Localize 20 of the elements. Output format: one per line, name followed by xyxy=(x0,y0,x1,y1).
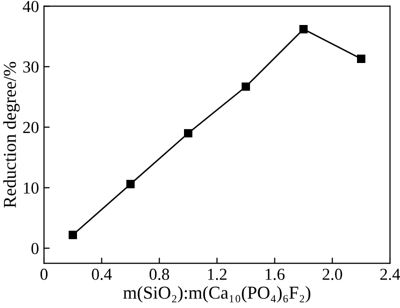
x-tick-label: 0.8 xyxy=(150,268,170,280)
x-tick-label: 1.6 xyxy=(266,268,285,280)
y-tick-label: 10 xyxy=(24,182,39,194)
x-tick-label: 2.4 xyxy=(380,268,400,280)
x-tick-label: 0.4 xyxy=(92,268,112,280)
y-tick-label: 40 xyxy=(22,0,39,12)
point xyxy=(68,230,77,240)
x-tick-label: 0 xyxy=(40,268,48,280)
point xyxy=(126,180,135,188)
point xyxy=(242,82,250,91)
x-tick-label: 1.2 xyxy=(208,268,226,280)
point xyxy=(299,24,308,34)
point xyxy=(357,54,366,63)
x-tick-label: 2.0 xyxy=(322,268,342,280)
y-tick-label: 20 xyxy=(23,122,39,134)
x-axis-title: m(SiO₂):m(Ca₁₀(PO₄)₆F₂) xyxy=(123,286,310,302)
y-axis-title: Reduction degree/% xyxy=(3,62,20,208)
point xyxy=(184,129,192,138)
y-tick-label: 0 xyxy=(31,242,39,254)
y-tick-label: 30 xyxy=(23,61,39,73)
